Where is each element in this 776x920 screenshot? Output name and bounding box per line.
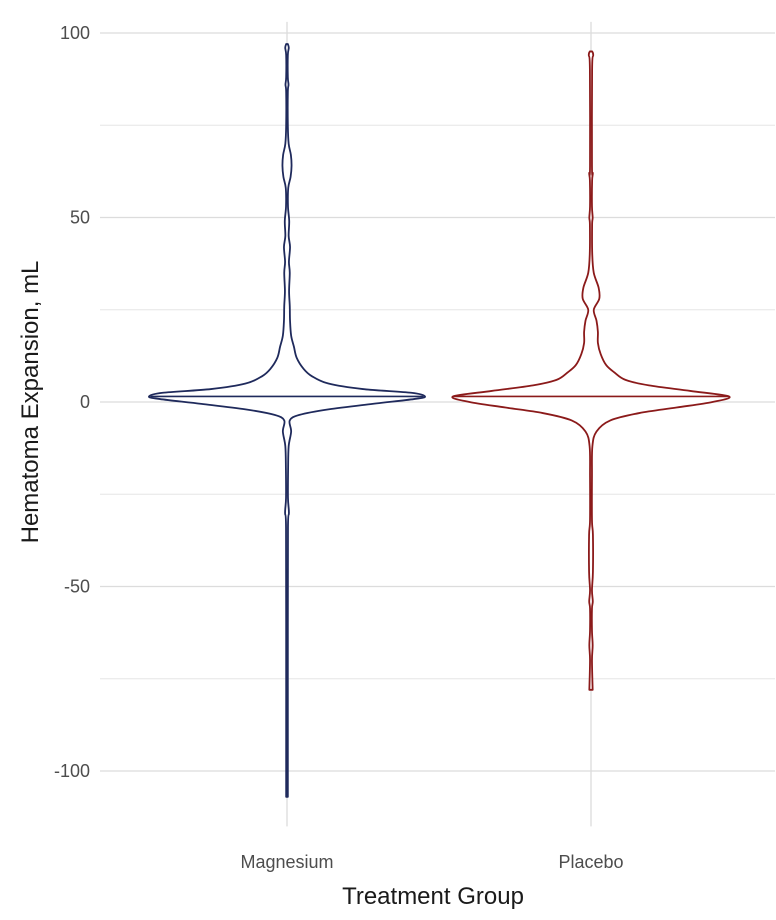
y-tick-label: 50 [70, 208, 90, 228]
y-tick-label: -50 [64, 577, 90, 597]
violins [149, 44, 730, 797]
x-tick-label: Placebo [558, 852, 623, 872]
y-tick-label: 100 [60, 23, 90, 43]
x-tick-label: Magnesium [240, 852, 333, 872]
violin-placebo [452, 51, 729, 689]
grid-lines [100, 22, 775, 826]
y-axis-title: Hematoma Expansion, mL [17, 261, 44, 544]
y-tick-label: -100 [54, 761, 90, 781]
x-axis-title: Treatment Group [342, 883, 524, 910]
violin-magnesium [149, 44, 425, 797]
y-tick-label: 0 [80, 392, 90, 412]
tick-labels: 100 50 0 -50 -100 Magnesium Placebo [54, 23, 624, 872]
